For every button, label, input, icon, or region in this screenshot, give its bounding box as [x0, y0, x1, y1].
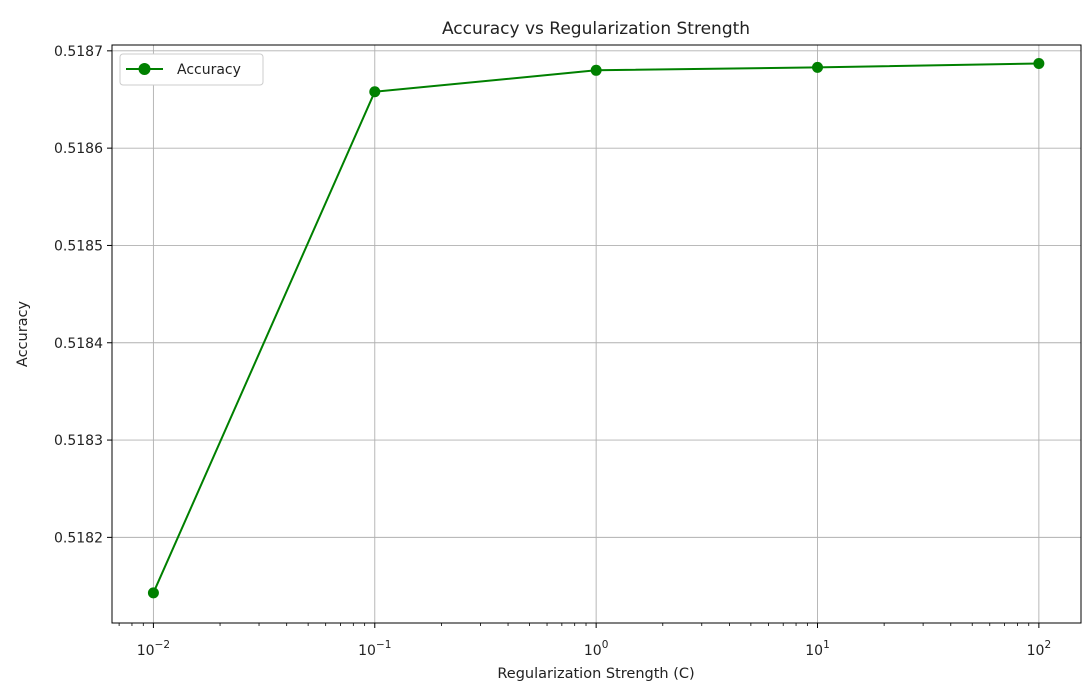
legend-marker-swatch [138, 63, 151, 75]
x-tick-label-2: 100 [584, 639, 609, 659]
data-point-4 [1033, 57, 1045, 69]
legend-label-accuracy: Accuracy [177, 62, 241, 78]
y-tick-label-5: 0.5187 [54, 44, 103, 60]
x-tick-label-0: 10−2 [137, 639, 170, 659]
x-tick-label-4: 102 [1027, 639, 1052, 659]
data-point-2 [590, 64, 602, 76]
y-tick-label-3: 0.5185 [54, 238, 103, 254]
data-point-1 [369, 86, 381, 98]
data-point-3 [812, 61, 824, 73]
legend: Accuracy [119, 53, 264, 86]
y-tick-label-0: 0.5182 [54, 530, 103, 546]
x-tick-label-1: 10−1 [358, 639, 391, 659]
y-tick-label-1: 0.5183 [54, 433, 103, 449]
y-tick-label-4: 0.5186 [54, 141, 103, 157]
data-point-0 [147, 587, 159, 599]
y-tick-label-2: 0.5184 [54, 336, 103, 352]
chart-title: Accuracy vs Regularization Strength [442, 19, 750, 39]
x-tick-label-3: 101 [805, 639, 830, 659]
axis-ticks: 10−2 10−1 100 101 102 0.5182 0.5183 0.5184 0.518… [54, 44, 1051, 659]
series-layer [147, 57, 1045, 599]
x-axis-label: Regularization Strength (C) [497, 666, 694, 682]
y-axis-label: Accuracy [15, 300, 31, 367]
grid [112, 45, 1081, 623]
legend-frame [119, 53, 264, 86]
